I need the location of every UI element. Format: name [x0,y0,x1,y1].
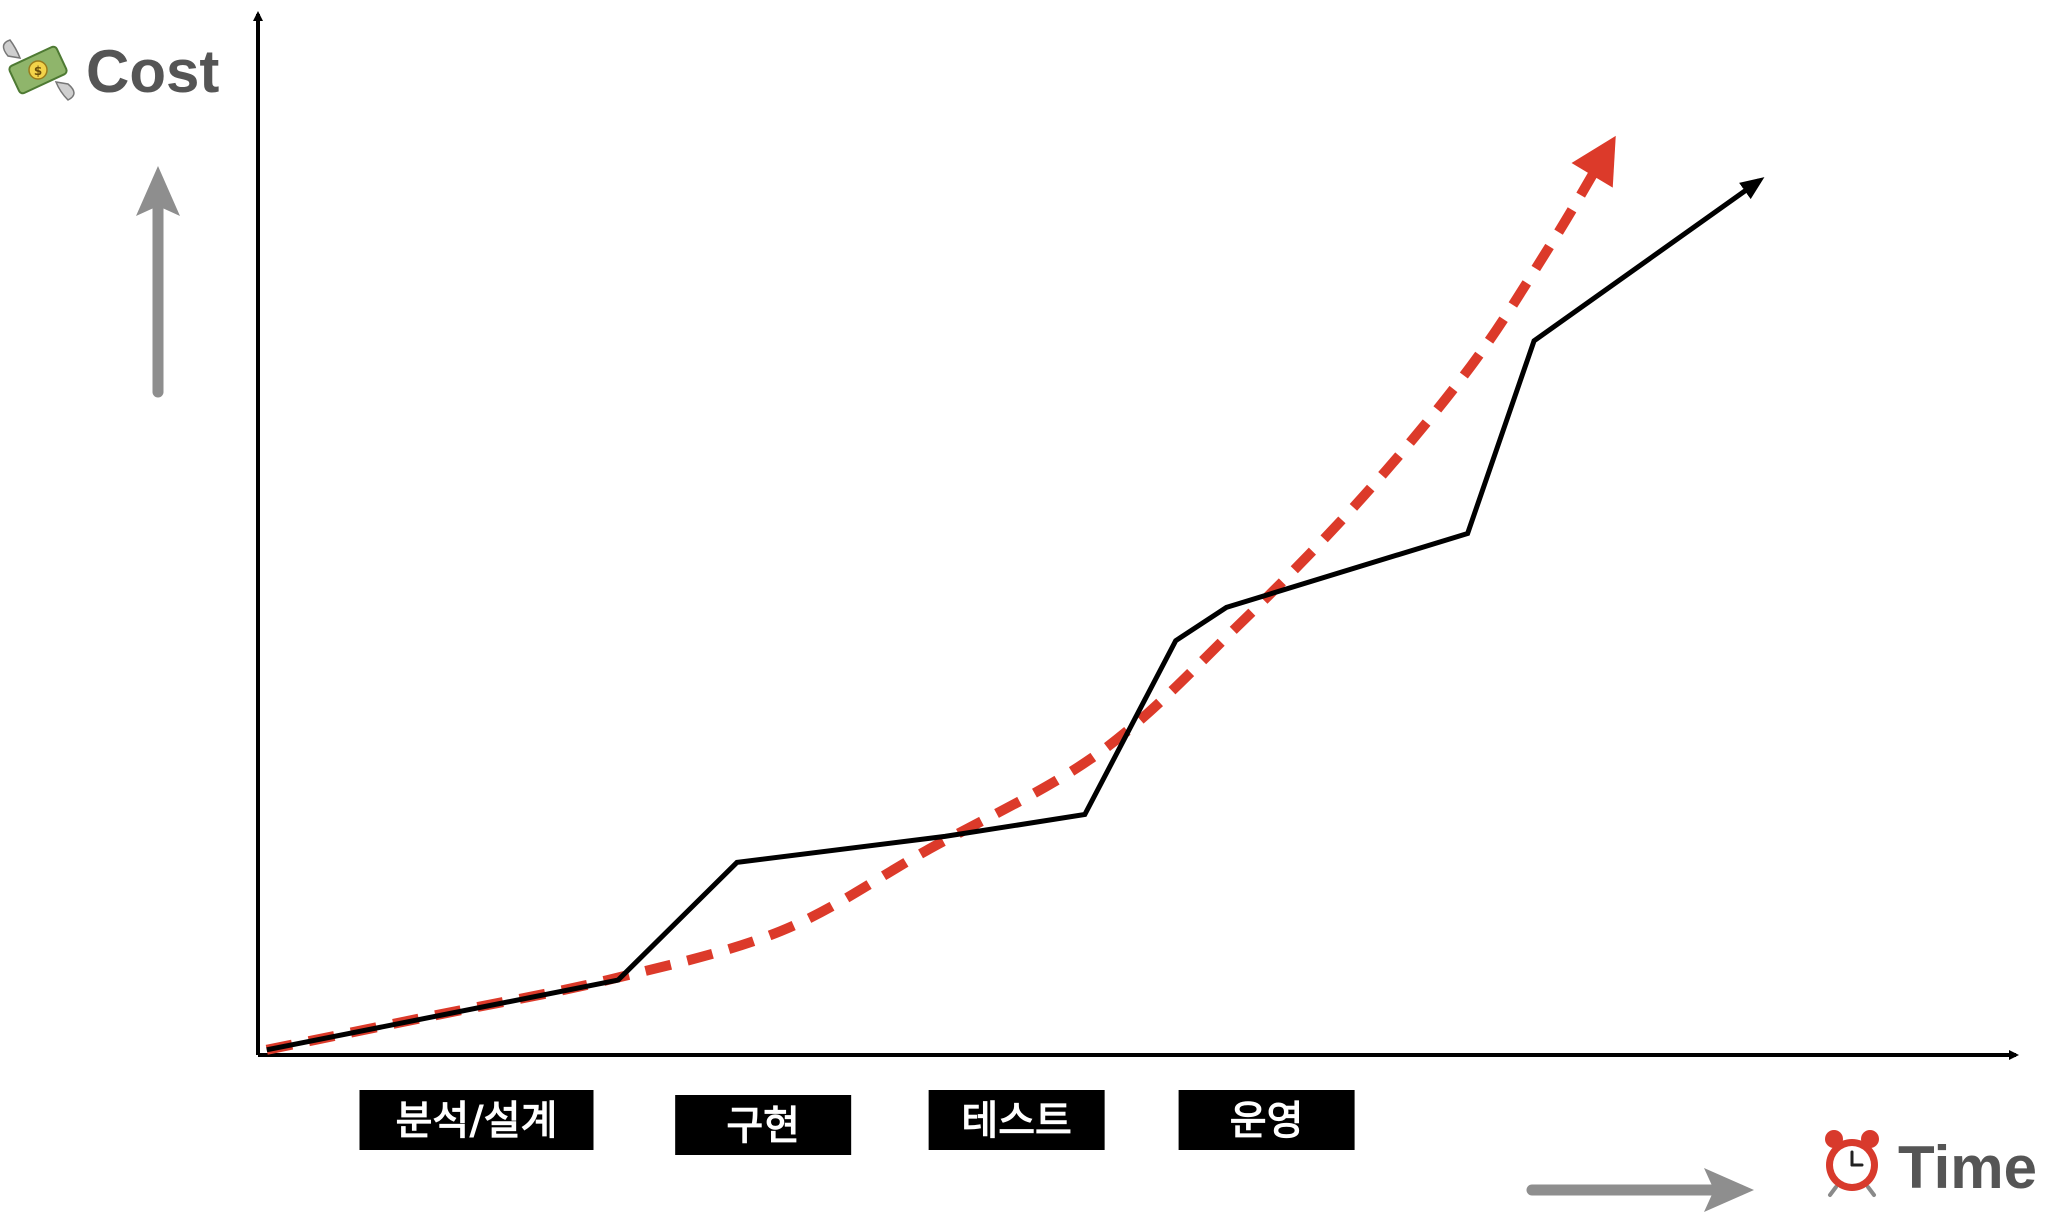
series-dashed-arrowhead [1571,135,1616,188]
phase-label-box [359,1090,594,1150]
axes [253,11,2019,1060]
decorations [136,166,1754,1212]
phase-label-text: 구현 [726,1103,800,1149]
phase-label-3: 테스트 [928,1090,1105,1150]
series-layer [265,135,1765,1055]
phase-label-2: 구현 [675,1095,852,1155]
alarm-clock-icon [1825,1130,1879,1197]
phase-label-text: 운영 [1230,1098,1304,1144]
money-with-wings-icon: $ [2,39,75,101]
phase-label-text: 테스트 [961,1098,1071,1144]
phase-label-box [928,1090,1105,1150]
phase-label-1: 분석/설계 [359,1090,594,1150]
series-dashed-line [265,167,1600,1055]
y-axis-title: $ Cost [2,38,219,105]
series-solid-line [266,177,1765,1053]
phase-layer: 분석/설계 구현 테스트 운영 [359,1090,1355,1155]
phase-label-box [675,1095,852,1155]
y-axis-label: Cost [86,38,219,105]
x-axis-title: Time [1825,1130,2037,1201]
phase-label-box [1178,1090,1355,1150]
phase-label-4: 운영 [1178,1090,1355,1150]
x-axis-label: Time [1898,1134,2037,1201]
svg-text:$: $ [34,64,42,78]
phase-label-text: 분석/설계 [396,1098,558,1144]
